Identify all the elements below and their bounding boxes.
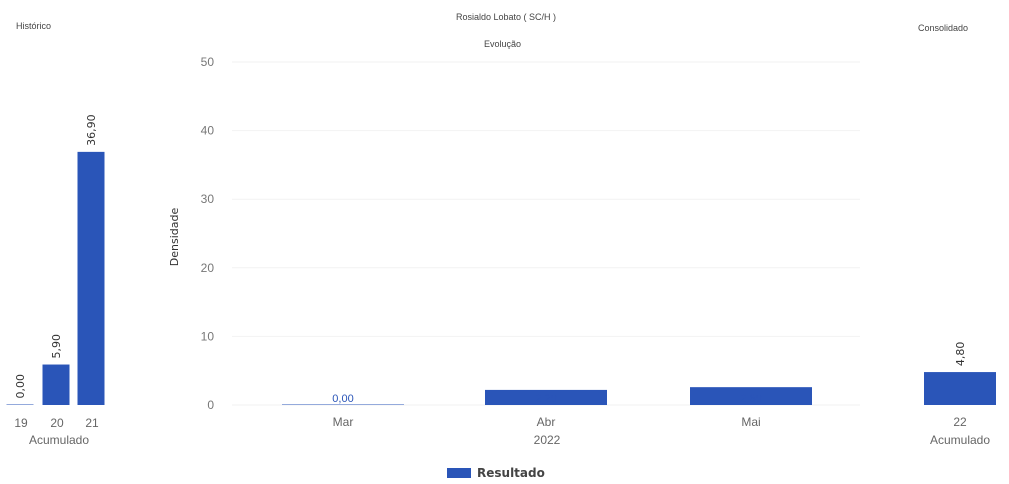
data-label: 2,60 <box>740 393 761 405</box>
data-label: 2,20 <box>535 393 556 405</box>
x-axis-title: Acumulado <box>930 433 990 447</box>
chart-title: Rosialdo Lobato ( SC/H ) <box>456 12 557 22</box>
bar <box>690 387 812 405</box>
x-tick-label: Abr <box>537 415 556 429</box>
legend-label: Resultado <box>477 466 545 480</box>
x-tick-label: 22 <box>953 415 967 429</box>
legend-swatch <box>447 468 471 478</box>
y-tick-label: 50 <box>201 55 215 69</box>
y-tick-label: 10 <box>201 329 215 343</box>
bar <box>282 404 404 405</box>
data-label: 5,90 <box>50 334 63 359</box>
bar <box>924 372 996 405</box>
x-tick-label: 19 <box>14 416 28 430</box>
legend[interactable]: Resultado <box>447 466 545 480</box>
data-label: 36,90 <box>85 114 98 146</box>
y-tick-label: 40 <box>201 124 215 138</box>
consolidado-title: Consolidado <box>918 23 969 33</box>
x-axis-title: Acumulado <box>29 433 89 447</box>
y-tick-label: 30 <box>201 192 215 206</box>
data-label: 4,80 <box>954 342 967 367</box>
y-axis-title: Densidade <box>168 208 181 267</box>
x-tick-label: Mar <box>333 415 354 429</box>
bar <box>485 389 607 405</box>
bar <box>77 151 105 405</box>
x-tick-label: Mai <box>741 415 760 429</box>
bar <box>42 364 70 405</box>
x-tick-label: 20 <box>50 416 64 430</box>
data-label: 0,00 <box>332 393 353 405</box>
y-tick-label: 20 <box>201 261 215 275</box>
data-label: 0,00 <box>14 374 27 399</box>
historico-title: Histórico <box>16 21 52 31</box>
bar <box>6 404 34 405</box>
y-tick-label: 0 <box>207 398 214 412</box>
x-axis-title: 2022 <box>534 433 561 447</box>
x-tick-label: 21 <box>85 416 99 430</box>
chart-subtitle: Evolução <box>484 39 522 49</box>
